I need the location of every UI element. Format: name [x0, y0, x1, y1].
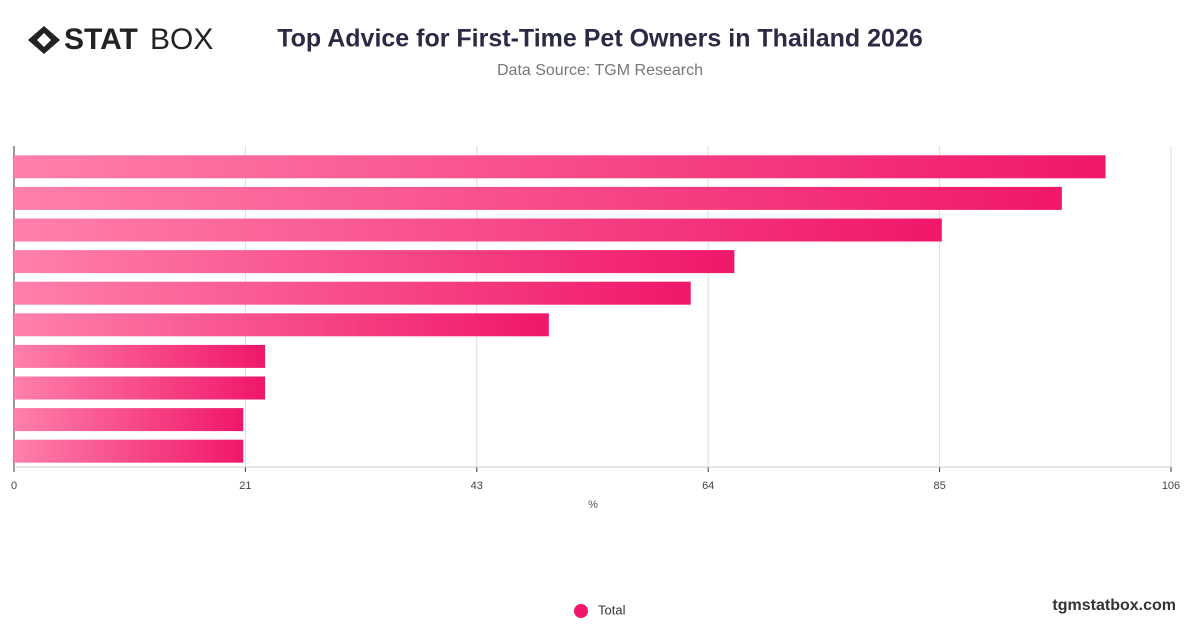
logo: STAT BOX — [28, 23, 213, 56]
logo-icon — [28, 26, 60, 54]
bar — [14, 155, 1106, 179]
bar — [14, 250, 735, 274]
bar — [14, 439, 244, 463]
chart-title: Top Advice for First-Time Pet Owners in … — [277, 25, 923, 53]
site-name: tgmstatbox.com — [1052, 597, 1176, 614]
legend-marker — [574, 604, 588, 618]
logo-bold: STAT — [64, 23, 138, 56]
x-tick-label: 43 — [471, 480, 483, 492]
bar — [14, 313, 549, 337]
bar — [14, 408, 244, 432]
x-tick-label: 106 — [1162, 480, 1180, 492]
bar — [14, 218, 942, 242]
x-tick-label: 0 — [11, 480, 17, 492]
logo-light: BOX — [150, 23, 213, 56]
chart-subtitle: Data Source: TGM Research — [497, 62, 703, 79]
x-axis-label: % — [588, 499, 598, 511]
bar — [14, 344, 266, 368]
bar — [14, 281, 691, 305]
x-tick-label: 85 — [933, 480, 945, 492]
legend-label: Total — [598, 602, 626, 617]
bar — [14, 376, 266, 400]
x-tick-label: 21 — [239, 480, 251, 492]
bar — [14, 186, 1062, 210]
x-tick-label: 64 — [702, 480, 714, 492]
